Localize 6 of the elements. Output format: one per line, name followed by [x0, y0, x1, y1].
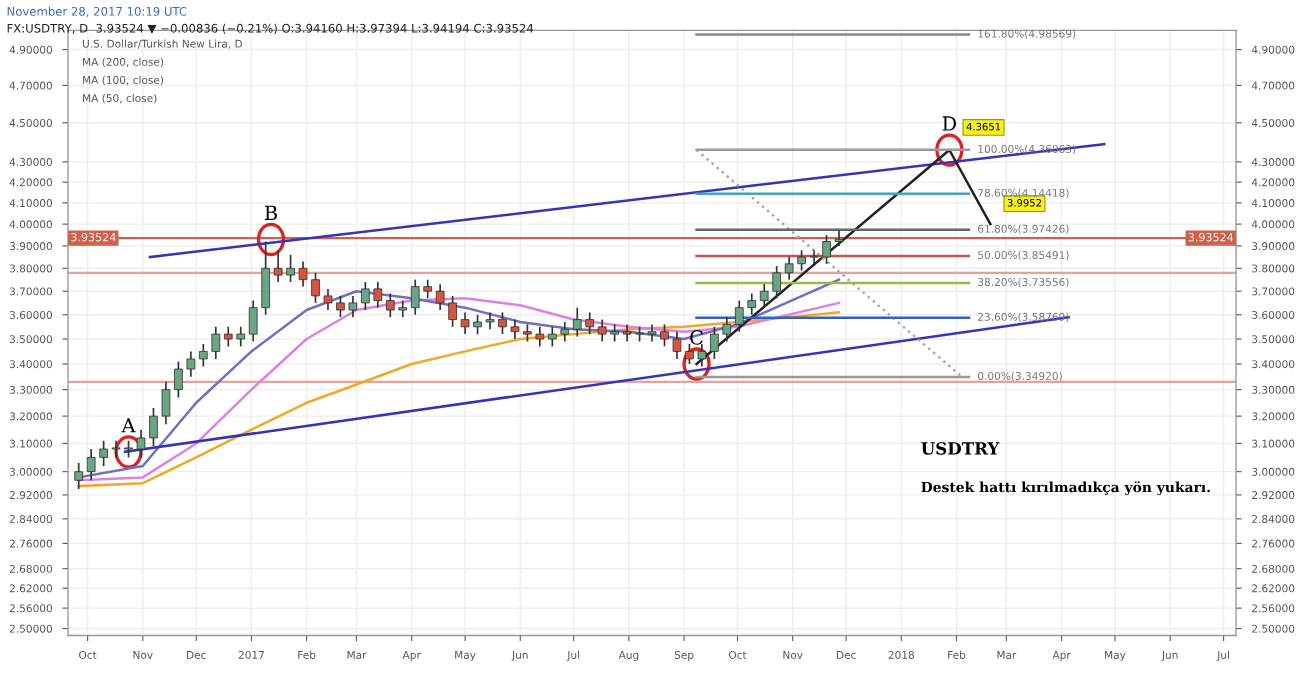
- annotation: A: [121, 418, 136, 433]
- annotation: C: [690, 330, 703, 345]
- candlestick: [74, 462, 84, 490]
- annotation: D: [942, 116, 957, 131]
- annotation: B: [264, 205, 277, 220]
- annotation: USDTRY: [921, 442, 1000, 455]
